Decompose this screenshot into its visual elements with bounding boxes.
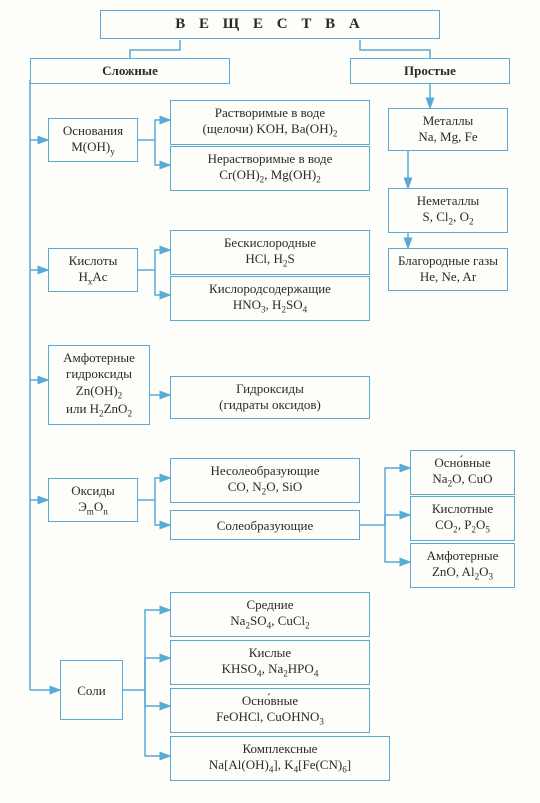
label: Амфотерные гидроксиды	[63, 350, 135, 381]
ex: Zn(OH)2или H2ZnO2	[66, 383, 132, 417]
ex: FeOHCl, CuOHNO3	[216, 709, 324, 724]
label: Кислые	[249, 645, 291, 660]
ex: Na, Mg, Fe	[418, 129, 477, 144]
label: Нерастворимые в воде	[208, 151, 333, 166]
label: Кислородсодержащие	[209, 281, 331, 296]
label: Амфотерные	[427, 548, 499, 563]
label: Основания	[63, 123, 123, 138]
label: Осно́вные	[242, 693, 298, 708]
node-salts: Соли	[60, 660, 123, 720]
label: Осно́вные	[434, 455, 490, 470]
ex: CO2, P2O5	[435, 517, 490, 532]
label: Растворимые в воде	[215, 105, 325, 120]
node-acids-anox: Бескислородные HCl, H2S	[170, 230, 370, 275]
node-amphoteric: Амфотерные гидроксиды Zn(OH)2или H2ZnO2	[48, 345, 150, 425]
node-oxides-acidic: Кислотные CO2, P2O5	[410, 496, 515, 541]
label: Гидроксиды	[236, 381, 304, 396]
formula: M(OH)y	[71, 139, 115, 154]
node-salts-medium: Средние Na2SO4, CuCl2	[170, 592, 370, 637]
label: Соли	[77, 683, 105, 698]
ex: Na2O, CuO	[432, 471, 492, 486]
title: В Е Щ Е С Т В А	[100, 10, 440, 39]
ex: Na[Al(OH)4], K4[Fe(CN)6]	[209, 757, 351, 772]
ex: KHSO4, Na2HPO4	[222, 661, 319, 676]
node-bases-soluble: Растворимые в воде (щелочи) KOH, Ba(OH)2	[170, 100, 370, 145]
node-bases-insoluble: Нерастворимые в воде Cr(OH)2, Mg(OH)2	[170, 146, 370, 191]
ex: HCl, H2S	[245, 251, 294, 266]
label: Кислоты	[69, 253, 118, 268]
ex: ZnO, Al2O3	[432, 564, 493, 579]
ex: HNO3, H2SO4	[233, 297, 307, 312]
formula: HxAc	[78, 269, 107, 284]
label: Металлы	[423, 113, 474, 128]
group-simple: Простые	[350, 58, 510, 84]
label: Комплексные	[243, 741, 318, 756]
sub: (щелочи) KOH, Ba(OH)2	[203, 121, 338, 136]
node-salts-acid: Кислые KHSO4, Na2HPO4	[170, 640, 370, 685]
sub: Cr(OH)2, Mg(OH)2	[219, 167, 321, 182]
label: Благородные газы	[398, 253, 498, 268]
node-hydroxides: Гидроксиды (гидраты оксидов)	[170, 376, 370, 419]
node-acids-oxo: Кислородсодержащие HNO3, H2SO4	[170, 276, 370, 321]
label: Неметаллы	[417, 193, 480, 208]
node-oxides-amph: Амфотерные ZnO, Al2O3	[410, 543, 515, 588]
label: Оксиды	[71, 483, 114, 498]
ex: S, Cl2, O2	[423, 209, 474, 224]
group-complex: Сложные	[30, 58, 230, 84]
node-salts-complex: Комплексные Na[Al(OH)4], K4[Fe(CN)6]	[170, 736, 390, 781]
sub: (гидраты оксидов)	[219, 397, 321, 412]
label: Средние	[246, 597, 293, 612]
node-oxides: Оксиды ЭmOn	[48, 478, 138, 522]
node-oxides-basic: Осно́вные Na2O, CuO	[410, 450, 515, 495]
formula: ЭmOn	[78, 499, 108, 514]
ex: He, Ne, Ar	[420, 269, 476, 284]
label: Бескислородные	[224, 235, 316, 250]
label: Несолеобразующие	[210, 463, 319, 478]
node-oxides-salt: Солеобразующие	[170, 510, 360, 540]
node-noble: Благородные газы He, Ne, Ar	[388, 248, 508, 291]
ex: Na2SO4, CuCl2	[230, 613, 309, 628]
node-oxides-nonsalt: Несолеобразующие CO, N2O, SiO	[170, 458, 360, 503]
node-acids: Кислоты HxAc	[48, 248, 138, 292]
node-salts-basic: Осно́вные FeOHCl, CuOHNO3	[170, 688, 370, 733]
label: Кислотные	[432, 501, 493, 516]
ex: CO, N2O, SiO	[228, 479, 303, 494]
node-metals: Металлы Na, Mg, Fe	[388, 108, 508, 151]
node-nonmetals: Неметаллы S, Cl2, O2	[388, 188, 508, 233]
node-bases: Основания M(OH)y	[48, 118, 138, 162]
label: Солеобразующие	[217, 518, 313, 533]
